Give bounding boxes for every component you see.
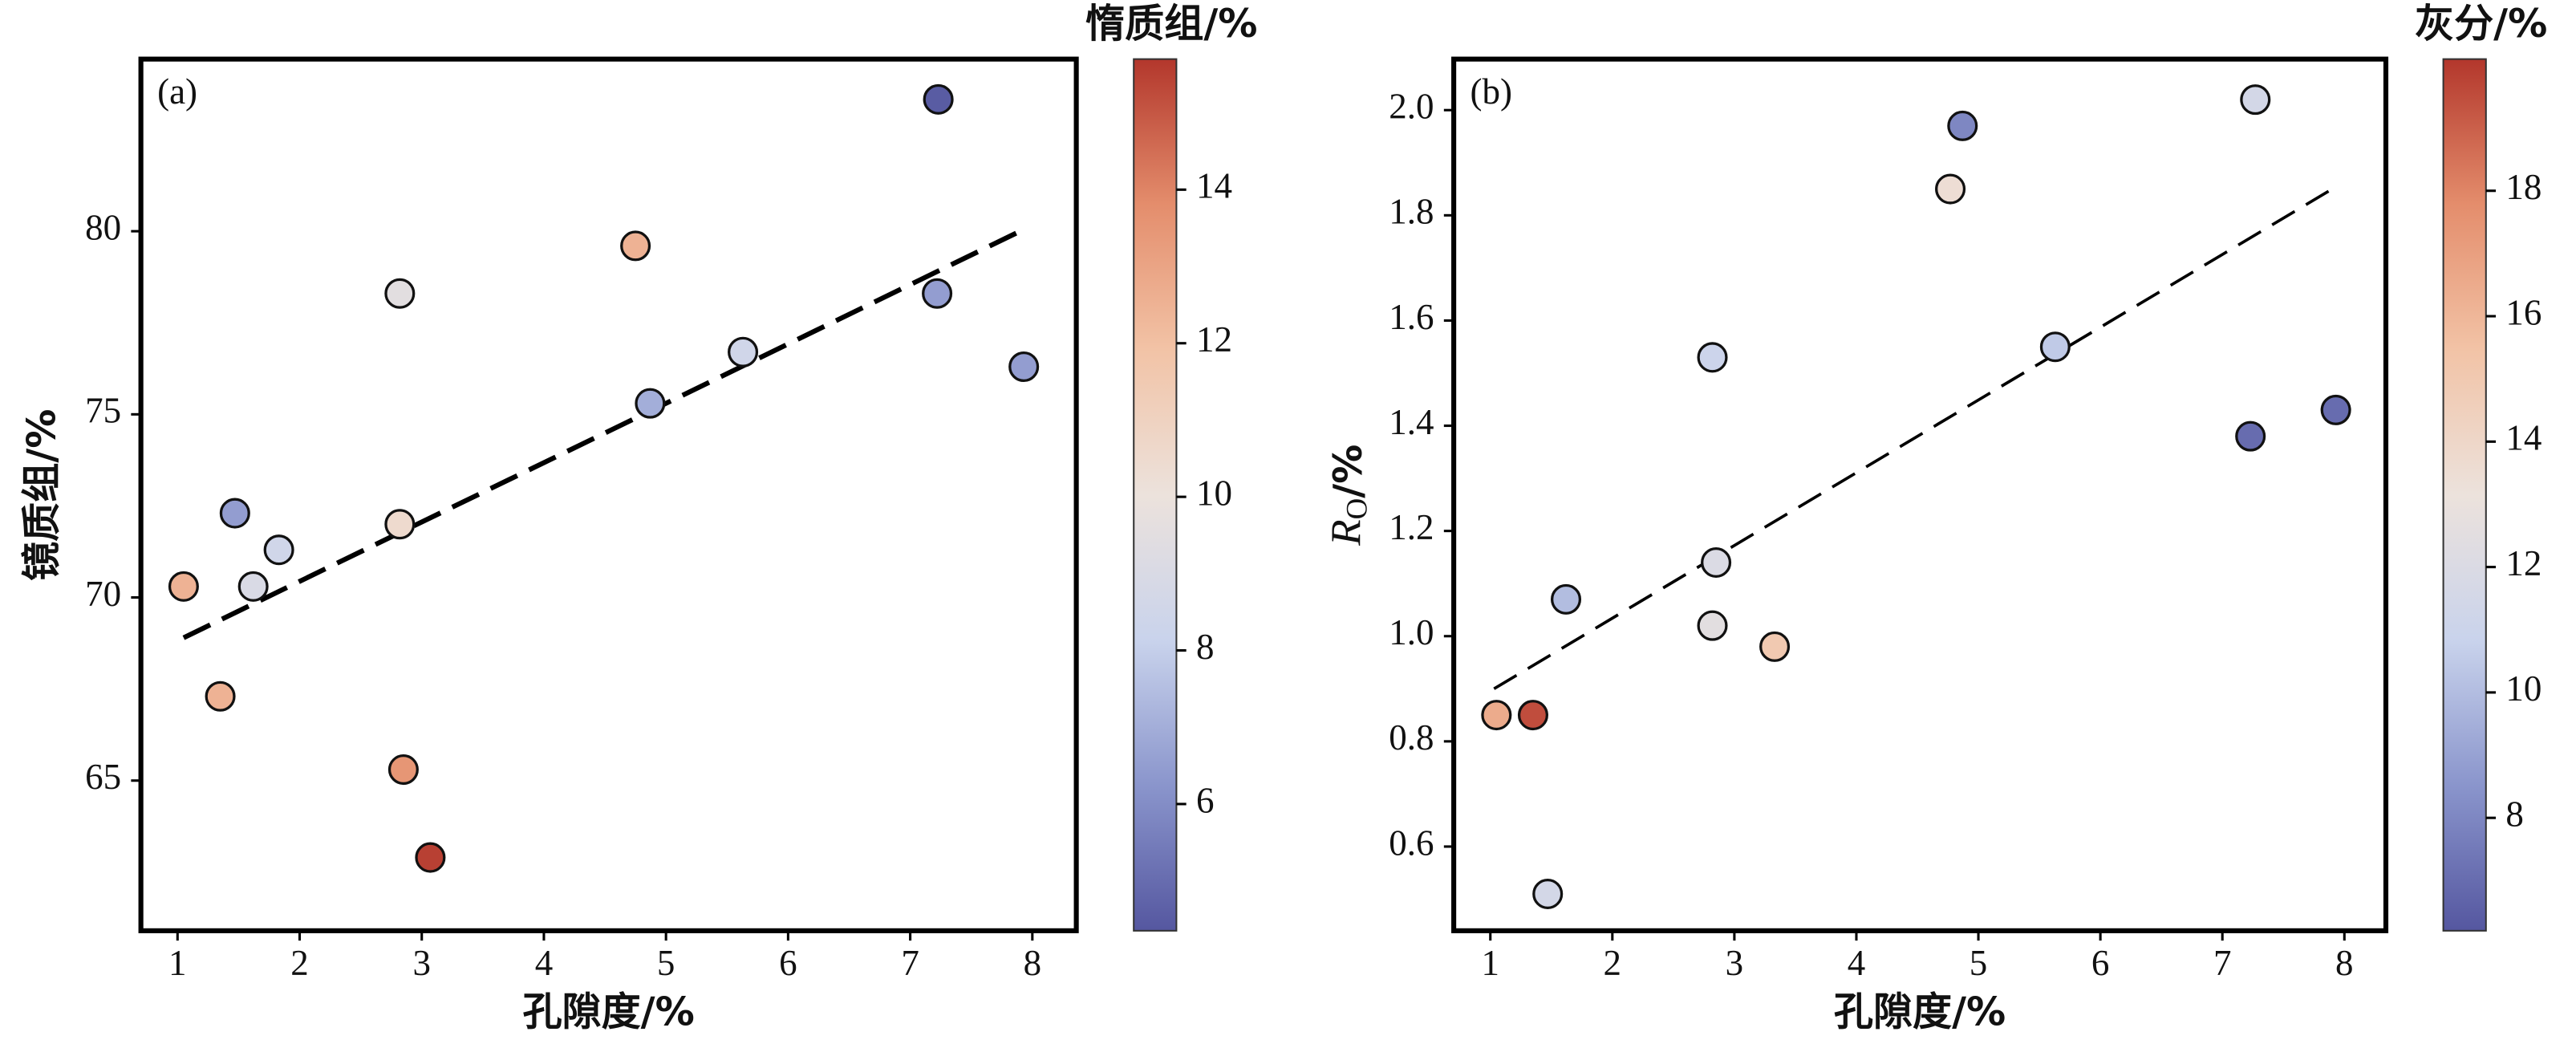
colorbar-tick-label: 12 (1196, 319, 1232, 360)
colorbar-tick-label: 16 (2505, 292, 2542, 332)
x-tick-label: 7 (901, 943, 919, 983)
colorbar-tick-label: 12 (2505, 543, 2542, 583)
data-point (2240, 84, 2271, 116)
panel-label: (b) (1471, 71, 1512, 112)
y-tick-label: 0.8 (1389, 717, 1434, 758)
y-tick-label: 65 (85, 757, 121, 797)
data-point (168, 571, 199, 602)
colorbar-tick-label: 14 (2505, 418, 2542, 458)
y-tick-label: 1.4 (1389, 402, 1434, 442)
x-tick-label: 4 (535, 943, 554, 983)
data-point (1532, 878, 1564, 909)
x-tick-label: 6 (2091, 943, 2110, 983)
data-point (2320, 394, 2351, 425)
data-point (1947, 110, 1978, 141)
data-point (1935, 173, 1966, 205)
x-tick-label: 1 (168, 943, 187, 983)
y-tick-label: 1.8 (1389, 192, 1434, 232)
x-tick-label: 5 (657, 943, 675, 983)
data-point (728, 336, 759, 368)
data-point (263, 534, 294, 566)
data-point (2039, 331, 2071, 363)
y-tick-label: 0.6 (1389, 823, 1434, 863)
colorbar-tick-label: 10 (1196, 473, 1232, 513)
data-point (1697, 610, 1728, 641)
plot-frame (138, 56, 1079, 933)
y-axis-label-main: R (1322, 519, 1369, 546)
x-tick-label: 4 (1848, 943, 1866, 983)
y-tick-label: 75 (85, 391, 121, 431)
data-point (1697, 342, 1728, 373)
data-point (620, 230, 651, 262)
data-point (384, 509, 416, 540)
x-tick-label: 6 (779, 943, 797, 983)
x-axis-label: 孔隙度/% (522, 989, 694, 1035)
x-tick-label: 8 (1024, 943, 1042, 983)
panel-label: (a) (157, 71, 197, 112)
data-point (415, 842, 446, 873)
data-point (1550, 583, 1582, 615)
data-point (2235, 420, 2266, 452)
trend-line (182, 229, 1021, 640)
y-tick-label: 80 (85, 207, 121, 247)
data-point (1008, 351, 1040, 383)
plot-frame (1451, 56, 2389, 933)
colorbar-tick-label: 14 (1196, 166, 1232, 206)
y-tick-label: 1.2 (1389, 507, 1434, 547)
colorbar (1133, 58, 1178, 932)
data-point (237, 571, 269, 602)
colorbar-label: 惰质组/% (1085, 0, 1257, 47)
colorbar-tick-label: 8 (1196, 627, 1215, 667)
data-point (635, 388, 666, 419)
x-tick-label: 7 (2213, 943, 2232, 983)
x-tick-label: 2 (290, 943, 309, 983)
data-point (1481, 700, 1512, 731)
data-point (1759, 631, 1791, 662)
x-tick-label: 5 (1970, 943, 1988, 983)
colorbar-tick-label: 18 (2505, 167, 2542, 207)
data-point (387, 754, 419, 786)
data-point (384, 278, 416, 309)
data-point (923, 83, 954, 115)
colorbar-tick-label: 10 (2505, 668, 2542, 709)
colorbar-tick-label: 6 (1196, 780, 1215, 820)
y-axis-label: 镜质组/% (18, 409, 64, 581)
x-tick-label: 3 (1726, 943, 1744, 983)
x-tick-label: 8 (2335, 943, 2354, 983)
y-axis-label: RO/% (1322, 445, 1373, 546)
y-tick-label: 1.6 (1389, 297, 1434, 337)
x-tick-label: 2 (1604, 943, 1621, 983)
y-tick-label: 70 (85, 574, 121, 614)
data-point (205, 680, 236, 712)
data-point (1517, 700, 1548, 731)
data-point (922, 278, 953, 309)
y-tick-label: 1.0 (1389, 612, 1434, 652)
colorbar (2442, 58, 2487, 932)
data-point (1701, 546, 1732, 579)
x-axis-label: 孔隙度/% (1834, 989, 2006, 1035)
x-tick-label: 1 (1481, 943, 1499, 983)
trend-line (1493, 187, 2334, 690)
x-tick-label: 3 (412, 943, 430, 983)
y-axis-label-sub: O (1341, 498, 1373, 520)
data-point (219, 498, 250, 529)
colorbar-label: 灰分/% (2415, 0, 2547, 47)
y-axis-label-unit: /% (1325, 445, 1371, 498)
colorbar-tick-label: 8 (2505, 794, 2524, 835)
y-tick-label: 2.0 (1389, 87, 1434, 127)
